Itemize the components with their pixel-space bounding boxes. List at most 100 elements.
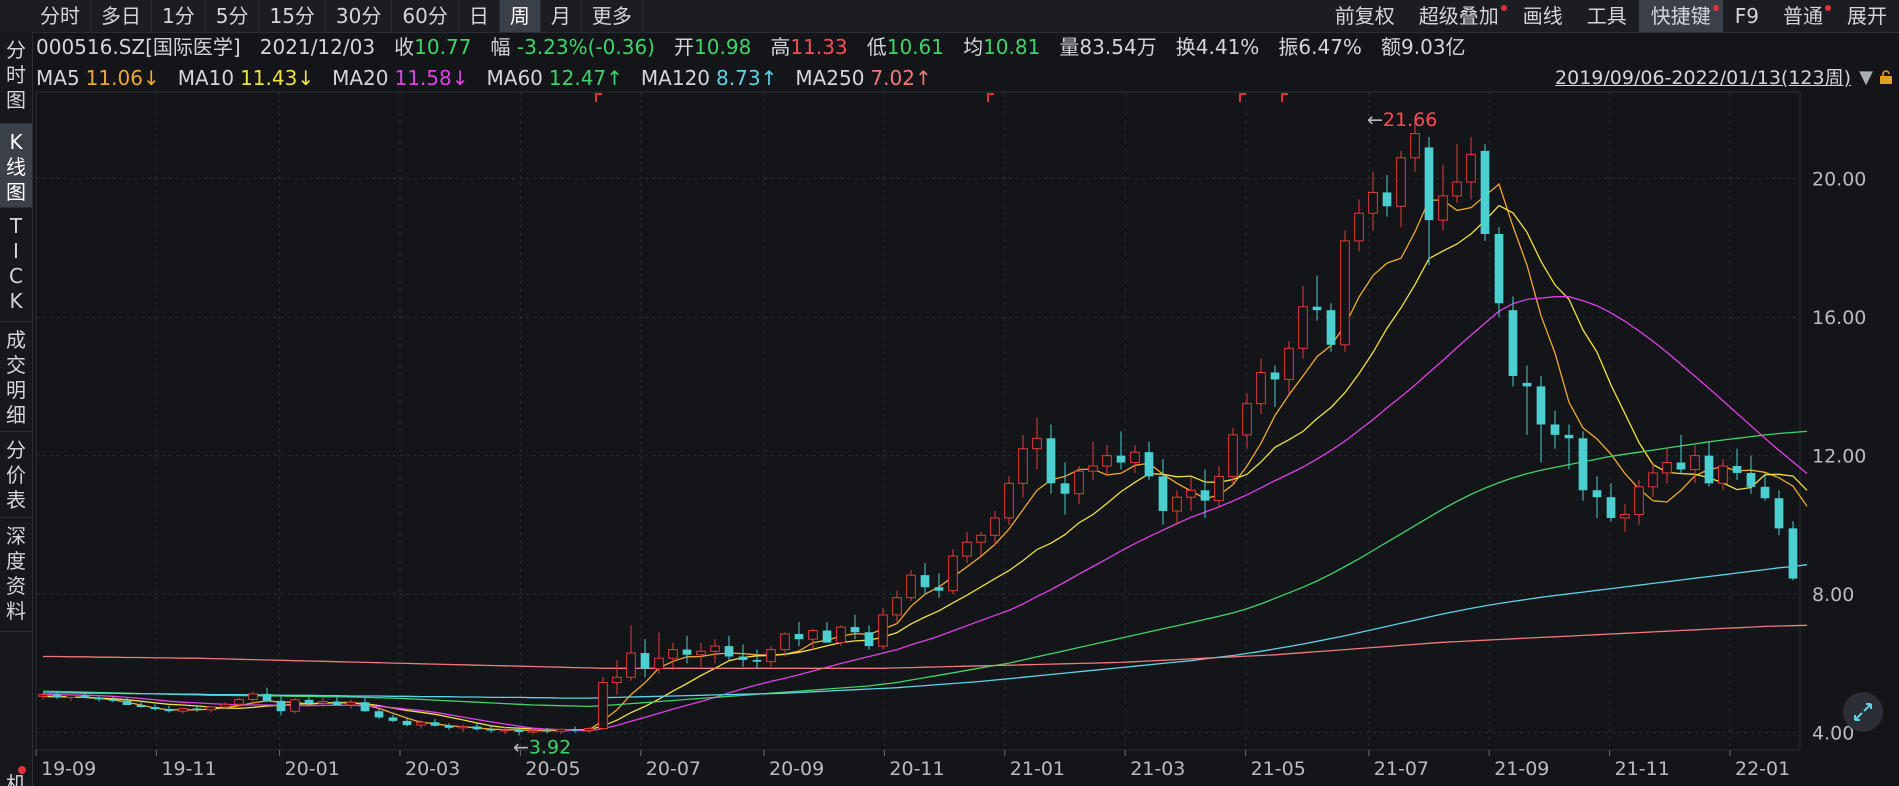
sidebar-tab-partial[interactable]: 机 [6,772,26,786]
ma-value: 12.47↑ [548,66,623,90]
ma-value: 11.06↓ [85,66,160,90]
period-tab[interactable]: 5分 [206,0,260,32]
toolbar-tool-button[interactable]: 前复权 [1323,0,1407,32]
date-range-selector[interactable]: 2019/09/06-2022/01/13(123周) [1555,67,1851,89]
notification-dot [18,766,26,774]
candle-body-up [1298,306,1308,349]
x-tick-label: 19-11 [161,758,216,780]
sidebar-tab[interactable]: 深度资料 [0,518,32,632]
range-dropdown-icon[interactable]: ▼ [1859,67,1873,88]
candle-body-down [1760,486,1770,499]
x-tick-label: 21-03 [1130,758,1185,780]
candle-body-down [682,649,692,655]
ma-value: 11.58↓ [394,66,469,90]
ma-value: 7.02↑ [870,66,932,90]
candle-body-down [360,702,370,712]
ma-name: MA10 [177,66,235,90]
candle-body-up [1242,403,1252,436]
candle-body-down [822,630,832,643]
x-tick-label: 20-03 [405,758,460,780]
candle-body-up [654,657,664,670]
period-tab[interactable]: 日 [459,0,500,32]
period-tab[interactable]: 月 [541,0,582,32]
candle-body-down [1060,483,1070,494]
candle-body-up [1368,191,1378,214]
stock-code: 000516.SZ[国际医学] [36,35,241,59]
candle-body-down [304,699,314,704]
candle-body-up [248,693,258,700]
candle-body-up [836,626,846,644]
toolbar-tool-button[interactable]: 普通 [1771,0,1835,32]
x-tick-label: 21-09 [1494,758,1549,780]
candle-body-down [1508,310,1518,376]
period-tab[interactable]: 分时 [30,0,91,32]
x-tick-label: 20-07 [646,758,701,780]
period-tab[interactable]: 多日 [91,0,152,32]
candle-body-down [1550,424,1560,435]
period-tab[interactable]: 更多 [582,0,643,32]
y-tick-label: 12.00 [1812,446,1866,468]
candle-body-up [206,706,216,711]
quote-date: 2021/12/03 [259,35,376,59]
candle-body-up [976,534,986,543]
toolbar-tool-button[interactable]: F9 [1723,0,1771,32]
tool-label: 普通 [1783,4,1823,28]
period-tab[interactable]: 60分 [392,0,459,32]
avg-value: 10.81 [983,35,1041,59]
event-marker [987,93,994,102]
ma-name: MA120 [640,66,711,90]
x-tick-label: 21-01 [1010,758,1065,780]
candle-body-down [1326,310,1336,345]
candle-body-up [878,614,888,647]
candle-body-up [598,681,608,730]
toolbar-tool-button[interactable]: 超级叠加 [1407,0,1511,32]
period-tab[interactable]: 1分 [152,0,206,32]
turnover-value: 换4.41% [1175,35,1260,59]
candle-body-up [1172,496,1182,512]
toolbar-tool-button[interactable]: 快捷键 [1638,0,1723,32]
candle-body-down [136,704,146,708]
sidebar-tab[interactable]: 成交明细 [0,322,32,432]
ma-value: 8.73↑ [716,66,778,90]
candle-body-down [920,575,930,588]
period-tab[interactable]: 30分 [326,0,393,32]
candle-body-down [262,693,272,701]
candle-body-down [444,725,454,728]
period-tab[interactable]: 15分 [259,0,326,32]
candle-body-down [1592,490,1602,498]
candle-body-up [696,650,706,656]
candle-body-down [1522,382,1532,387]
candle-body-down [1788,528,1798,579]
open-value: 10.98 [694,35,752,59]
ma-name: MA5 [36,66,80,90]
candle-body-up [780,633,790,651]
toolbar-tool-button[interactable]: 工具 [1575,0,1639,32]
candle-body-down [1046,438,1056,484]
candle-body-up [584,728,594,732]
candle-body-down [934,587,944,591]
y-tick-label: 8.00 [1812,584,1854,606]
toolbar-tool-button[interactable]: 展开 [1835,0,1899,32]
candle-body-up [528,730,538,733]
candle-body-down [164,709,174,712]
sidebar-tab[interactable]: 分时图 [0,32,32,124]
y-tick-label: 16.00 [1812,307,1866,329]
candle-body-down [542,730,552,732]
low-value: 10.61 [886,35,944,59]
toolbar-tool-button[interactable]: 画线 [1511,0,1575,32]
candle-body-down [1564,434,1574,439]
expand-chart-button[interactable] [1843,692,1883,732]
candle-body-up [318,701,328,704]
candle-body-down [794,633,804,640]
candle-body-down [276,700,286,712]
sidebar-tab[interactable]: 分价表 [0,432,32,518]
ma-value: 11.43↓ [240,66,315,90]
period-tab[interactable]: 周 [499,0,541,32]
candle-body-up [668,649,678,659]
lock-icon[interactable] [1879,70,1893,84]
candle-body-down [388,717,398,721]
candle-body-down [1480,150,1490,234]
tool-label: 前复权 [1334,4,1395,28]
